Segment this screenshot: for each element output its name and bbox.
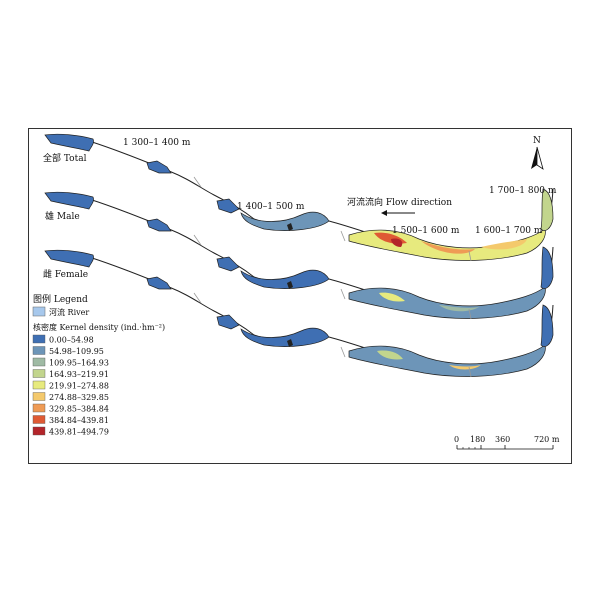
legend-class-label: 329.85–384.84	[49, 405, 109, 414]
river-polygon-a	[146, 218, 172, 232]
scale-tick-360: 360	[495, 435, 510, 444]
river-polygon-b	[216, 198, 240, 214]
legend-title: 图例 Legend	[33, 293, 88, 305]
segment-label-2: 1 400–1 500 m	[237, 202, 305, 212]
flow-arrow-icon	[381, 210, 415, 216]
legend-class-swatch	[32, 357, 46, 367]
row-label-male: 雄 Male	[45, 210, 80, 222]
legend-class-swatch	[32, 369, 46, 378]
scale-tick-0: 0	[454, 435, 459, 444]
river-polygon-upstream	[44, 191, 94, 210]
legend-class-label: 0.00–54.98	[49, 336, 94, 345]
river-polygon-d	[348, 286, 546, 319]
river-polygon-upstream	[44, 133, 94, 152]
map-canvas: 全部 Total 雄 Male 雌 Female 1 300–1 400 m 1…	[32, 133, 560, 450]
legend-class-swatch	[32, 403, 46, 413]
legend-class-label: 109.95–164.93	[49, 359, 109, 368]
river-polygon-c	[240, 269, 330, 289]
legend-class-swatch	[32, 392, 46, 401]
legend: 图例 Legend 河流 River 核密度 Kernel density (i…	[32, 293, 165, 437]
legend-river-label: 河流 River	[49, 307, 89, 317]
legend-class-swatch	[32, 334, 46, 344]
north-arrow-icon	[531, 146, 544, 170]
legend-river-swatch	[32, 306, 46, 317]
river-polygon-b	[216, 314, 240, 330]
legend-density-title: 核密度 Kernel density (ind.·hm⁻²)	[33, 322, 165, 332]
legend-class-swatch	[32, 346, 46, 355]
legend-class-swatch	[32, 415, 46, 424]
river-polygon-c	[240, 211, 330, 231]
river-polygon-island	[287, 281, 293, 289]
legend-class-swatch	[32, 380, 46, 390]
row-label-total: 全部 Total	[43, 152, 87, 164]
river-row-female	[44, 249, 554, 377]
river-hotspot-2	[421, 241, 475, 254]
river-polygon-upper	[540, 304, 554, 347]
legend-class-label: 219.91–274.88	[49, 382, 109, 391]
segment-boundaries	[193, 176, 472, 378]
scale-tick-180: 180	[470, 435, 485, 444]
river-thin-line	[88, 140, 554, 257]
north-label: N	[533, 136, 541, 146]
river-row-male	[44, 191, 554, 319]
river-polygon-island	[287, 339, 293, 347]
river-polygon-b	[216, 256, 240, 272]
legend-class-swatch	[32, 426, 46, 436]
legend-classes: 0.00–54.98 54.98–109.95 109.95–164.93 164.9…	[32, 334, 109, 437]
river-polygon-a	[146, 160, 172, 174]
river-hotspot-1	[379, 292, 405, 302]
legend-class-label: 439.81–494.79	[49, 428, 109, 437]
river-hotspot-1	[377, 350, 403, 360]
river-polygon-d	[348, 344, 546, 377]
river-polygon-a	[146, 276, 172, 290]
scale-bar: 0 180 360 720 m	[454, 435, 560, 450]
segment-label-3: 1 500–1 600 m	[392, 226, 460, 236]
flow-direction-label: 河流流向 Flow direction	[347, 196, 452, 208]
legend-class-label: 54.98–109.95	[49, 347, 104, 356]
river-hotspot-2	[449, 365, 481, 370]
segment-label-4: 1 600–1 700 m	[475, 226, 543, 236]
scale-tick-720: 720 m	[534, 435, 560, 444]
river-hotspot-4	[391, 238, 403, 247]
river-polygon-upstream	[44, 249, 94, 268]
river-polygon-upper	[540, 246, 554, 289]
segment-label-1: 1 300–1 400 m	[123, 138, 191, 148]
river-polygon-c	[240, 327, 330, 347]
river-polygon-island	[287, 223, 293, 231]
legend-class-label: 274.88–329.85	[49, 393, 109, 402]
legend-class-label: 384.84–439.81	[49, 416, 109, 425]
legend-class-label: 164.93–219.91	[49, 370, 109, 379]
river-row-total	[44, 133, 554, 261]
segment-label-5: 1 700–1 800 m	[489, 186, 557, 196]
row-label-female: 雌 Female	[43, 268, 88, 280]
river-hotspot-3	[481, 239, 527, 250]
river-polygon-upper	[540, 188, 554, 231]
map-frame: 全部 Total 雄 Male 雌 Female 1 300–1 400 m 1…	[28, 128, 572, 464]
